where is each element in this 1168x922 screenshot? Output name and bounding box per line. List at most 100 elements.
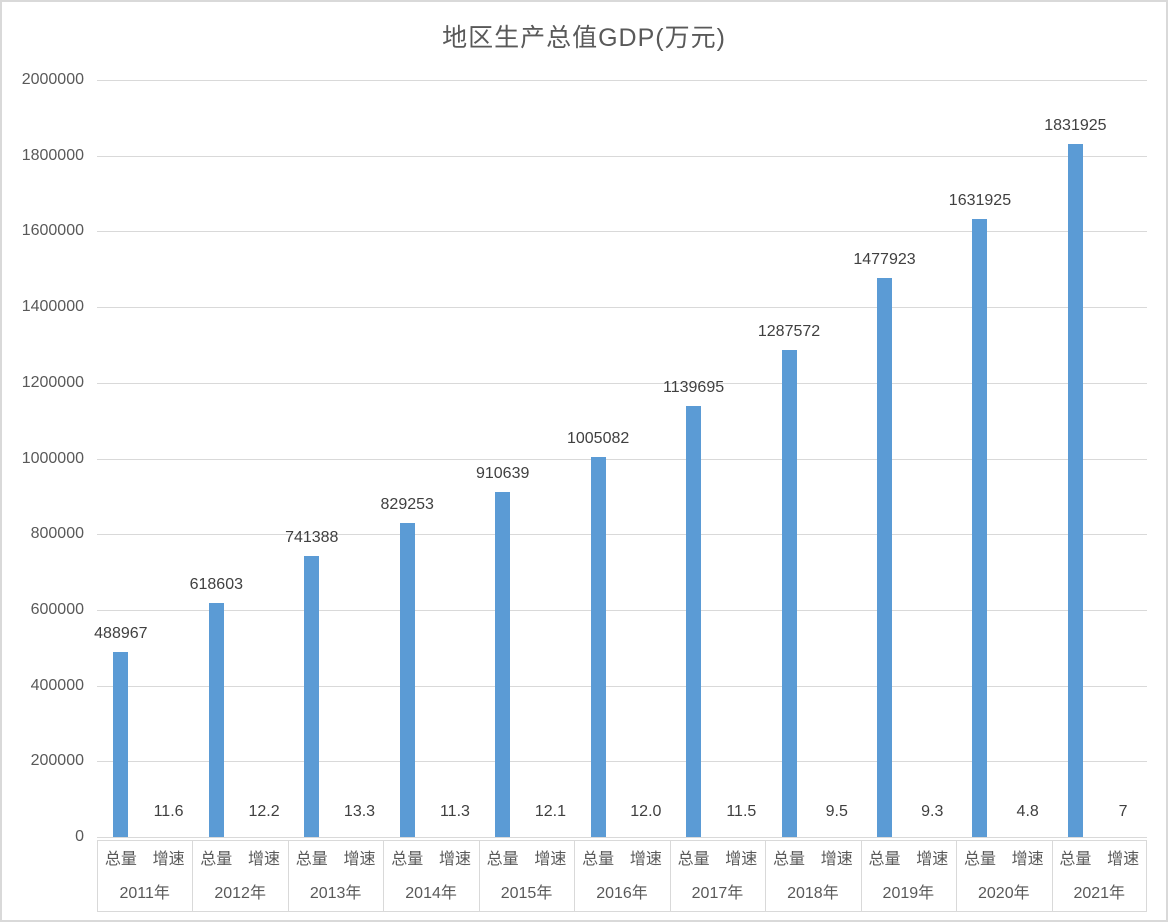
- year-label: 2012年: [214, 885, 266, 902]
- x-axis-group-divider: [1051, 840, 1053, 912]
- y-axis-tick-label: 0: [75, 828, 84, 845]
- growth-value-label: 4.8: [1016, 803, 1039, 820]
- year-label: 2014年: [405, 885, 457, 902]
- y-gridline: [97, 307, 1147, 309]
- y-gridline: [97, 534, 1147, 536]
- year-label: 2013年: [309, 885, 362, 902]
- bar-value-label: 1287572: [757, 322, 821, 340]
- bar-value-label: 1005082: [566, 429, 630, 447]
- y-axis-tick-label: 600000: [30, 600, 84, 618]
- subcategory-label-total: 总量: [295, 851, 328, 868]
- growth-value-label: 9.3: [921, 803, 944, 820]
- subcategory-label-growth: 增速: [152, 851, 185, 868]
- y-gridline: [97, 458, 1147, 460]
- growth-value-label: 9.5: [825, 803, 848, 820]
- y-gridline: [97, 761, 1147, 763]
- year-label: 2016年: [596, 885, 648, 902]
- growth-value-label: 7: [1118, 803, 1128, 820]
- x-axis-group-divider: [574, 840, 576, 912]
- subcategory-label-total: 总量: [391, 851, 424, 868]
- subcategory-label-total: 总量: [773, 851, 806, 868]
- gdp-total-bar: [495, 492, 511, 837]
- growth-value-label: 12.1: [534, 803, 566, 820]
- gdp-total-bar: [208, 602, 224, 837]
- x-axis-table: [97, 840, 1147, 912]
- y-axis-tick-label: 1400000: [21, 298, 84, 316]
- subcategory-label-total: 总量: [486, 851, 519, 868]
- gdp-total-bar: [1067, 143, 1083, 837]
- y-gridline: [97, 685, 1147, 687]
- x-axis-group-divider: [860, 840, 862, 912]
- bar-value-label: 829253: [380, 496, 434, 514]
- y-gridline: [97, 155, 1147, 157]
- y-gridline: [97, 382, 1147, 384]
- growth-value-label: 11.6: [153, 803, 184, 820]
- x-axis-group-divider: [192, 840, 194, 912]
- subcategory-label-growth: 增速: [248, 851, 281, 868]
- growth-value-label: 13.3: [343, 803, 376, 820]
- y-axis-tick-label: 1000000: [21, 449, 84, 467]
- gdp-total-bar: [590, 456, 606, 837]
- year-label: 2020年: [978, 885, 1030, 902]
- bar-value-label: 488967: [94, 624, 148, 642]
- growth-value-label: 11.5: [726, 803, 757, 820]
- gdp-total-bar: [304, 556, 320, 837]
- year-label: 2015年: [500, 885, 553, 902]
- y-axis-tick-label: 200000: [30, 752, 84, 770]
- x-axis-group-divider: [383, 840, 385, 912]
- subcategory-label-growth: 增速: [438, 851, 471, 868]
- gdp-total-bar: [781, 349, 797, 837]
- year-label: 2018年: [787, 885, 839, 902]
- bar-value-label: 910639: [475, 465, 530, 483]
- gdp-total-bar: [877, 277, 892, 837]
- year-label: 2019年: [882, 885, 935, 902]
- chart-title: 地区生产总值GDP(万元): [442, 24, 726, 52]
- x-axis-group-divider: [956, 840, 958, 912]
- growth-value-label: 12.0: [630, 803, 662, 820]
- gdp-total-bar: [686, 405, 702, 837]
- subcategory-label-total: 总量: [200, 851, 233, 868]
- y-axis-tick-label: 1800000: [21, 146, 84, 164]
- subcategory-label-growth: 增速: [820, 851, 853, 868]
- x-axis-group-divider: [287, 840, 289, 912]
- subcategory-label-total: 总量: [582, 851, 615, 868]
- bar-value-label: 741388: [285, 529, 339, 547]
- y-gridline: [97, 80, 1147, 81]
- year-label: 2011年: [119, 885, 170, 902]
- gdp-total-bar: [113, 651, 129, 837]
- x-axis-line: [97, 837, 1147, 838]
- bar-value-label: 1477923: [853, 250, 916, 268]
- subcategory-label-growth: 增速: [1107, 851, 1140, 868]
- x-axis-group-divider: [669, 840, 671, 912]
- bar-value-label: 1831925: [1044, 116, 1107, 134]
- subcategory-label-total: 总量: [104, 851, 137, 868]
- y-axis-tick-label: 800000: [30, 525, 84, 543]
- bar-value-label: 1631925: [948, 192, 1012, 210]
- x-axis-group-divider: [765, 840, 767, 912]
- subcategory-label-growth: 增速: [725, 851, 758, 868]
- subcategory-label-total: 总量: [963, 851, 996, 868]
- subcategory-label-total: 总量: [1059, 851, 1092, 868]
- y-axis-tick-label: 1200000: [21, 373, 84, 391]
- subcategory-label-total: 总量: [677, 851, 710, 868]
- subcategory-label-growth: 增速: [916, 851, 949, 868]
- y-axis-tick-label: 1600000: [21, 222, 84, 240]
- bar-value-label: 618603: [189, 575, 243, 593]
- year-label: 2017年: [691, 885, 744, 902]
- subcategory-label-growth: 增速: [1011, 851, 1044, 868]
- bar-value-label: 1139695: [663, 378, 725, 396]
- y-gridline: [97, 231, 1147, 233]
- subcategory-label-growth: 增速: [343, 851, 376, 868]
- y-axis-tick-label: 400000: [30, 676, 84, 694]
- y-gridline: [97, 609, 1147, 611]
- subcategory-label-growth: 增速: [629, 851, 662, 868]
- y-axis-tick-label: 2000000: [21, 71, 84, 88]
- year-label: 2021年: [1073, 885, 1126, 902]
- gdp-total-bar: [972, 219, 988, 837]
- x-axis-group-divider: [478, 840, 480, 912]
- subcategory-label-growth: 增速: [534, 851, 567, 868]
- growth-value-label: 11.3: [439, 803, 470, 820]
- subcategory-label-total: 总量: [868, 851, 901, 868]
- gdp-total-bar: [399, 523, 415, 837]
